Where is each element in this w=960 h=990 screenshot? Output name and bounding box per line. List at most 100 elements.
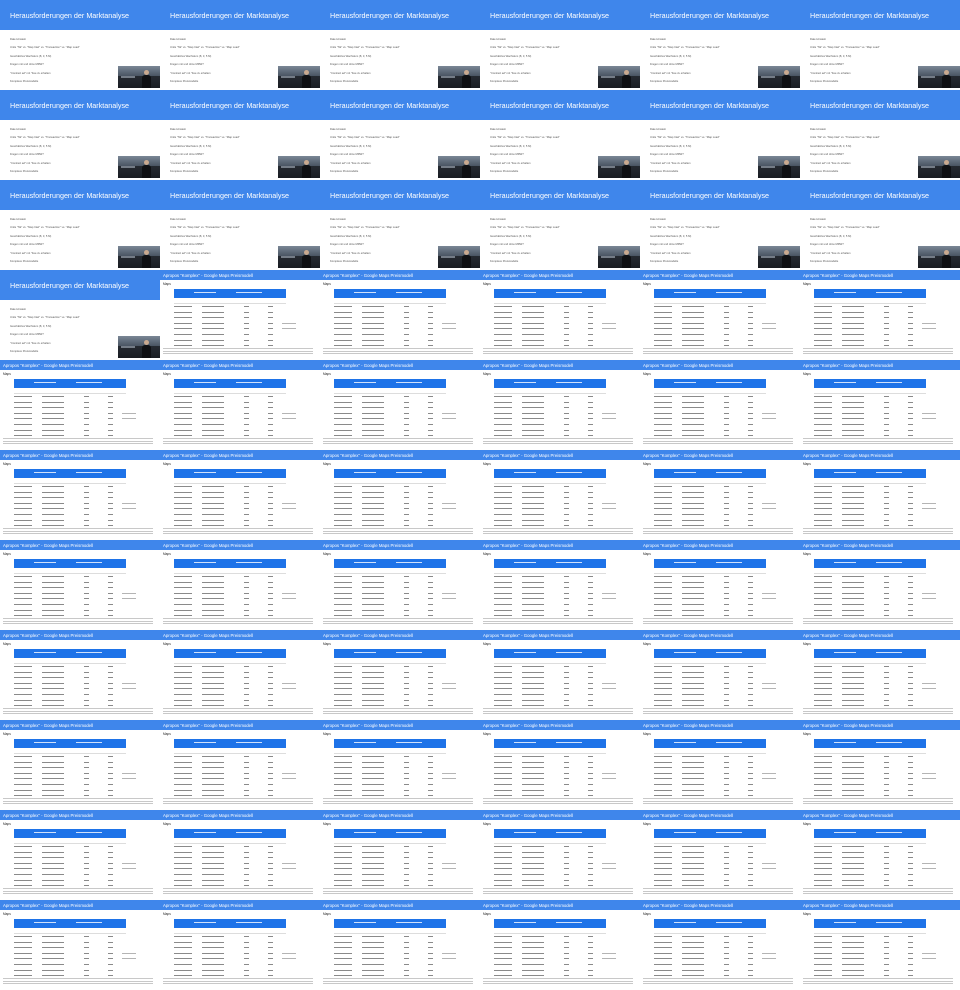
table-row xyxy=(654,411,784,417)
table-row xyxy=(334,951,464,957)
table-frame[interactable]: Apropos "Komplex" - Google Maps Preismod… xyxy=(480,540,640,630)
slide-frame[interactable]: Herausforderungen der Marktanalyse Date … xyxy=(0,0,160,90)
slide-frame[interactable]: Herausforderungen der Marktanalyse Date … xyxy=(640,90,800,180)
table-frame[interactable]: Apropos "Komplex" - Google Maps Preismod… xyxy=(0,450,160,540)
table-slide-subtitle: Maps xyxy=(643,282,651,286)
table-slide-subtitle: Maps xyxy=(483,732,491,736)
table-frame[interactable]: Apropos "Komplex" - Google Maps Preismod… xyxy=(320,630,480,720)
pricing-table-banner xyxy=(174,829,286,838)
table-frame[interactable]: Apropos "Komplex" - Google Maps Preismod… xyxy=(160,450,320,540)
table-frame[interactable]: Apropos "Komplex" - Google Maps Preismod… xyxy=(320,270,480,360)
slide-frame[interactable]: Herausforderungen der Marktanalyse Date … xyxy=(480,180,640,270)
table-frame[interactable]: Apropos "Komplex" - Google Maps Preismod… xyxy=(160,810,320,900)
table-frame[interactable]: Apropos "Komplex" - Google Maps Preismod… xyxy=(800,810,960,900)
table-frame[interactable]: Apropos "Komplex" - Google Maps Preismod… xyxy=(480,450,640,540)
pricing-table-column-headers xyxy=(814,750,926,754)
table-slide-title: Apropos "Komplex" - Google Maps Preismod… xyxy=(0,900,160,910)
table-row xyxy=(654,934,784,940)
table-frame[interactable]: Apropos "Komplex" - Google Maps Preismod… xyxy=(160,360,320,450)
table-frame[interactable]: Apropos "Komplex" - Google Maps Preismod… xyxy=(800,630,960,720)
slide-frame[interactable]: Herausforderungen der Marktanalyse Date … xyxy=(320,90,480,180)
table-footnotes xyxy=(323,527,473,534)
table-frame[interactable]: Apropos "Komplex" - Google Maps Preismod… xyxy=(0,810,160,900)
slide-frame[interactable]: Herausforderungen der Marktanalyse Date … xyxy=(640,180,800,270)
table-row xyxy=(14,973,144,979)
table-row xyxy=(654,940,784,946)
bullet-item: Date Hinstein xyxy=(330,38,347,41)
table-frame[interactable]: Apropos "Komplex" - Google Maps Preismod… xyxy=(640,270,800,360)
table-frame[interactable]: Apropos "Komplex" - Google Maps Preismod… xyxy=(320,720,480,810)
table-frame[interactable]: Apropos "Komplex" - Google Maps Preismod… xyxy=(640,450,800,540)
slide-frame[interactable]: Herausforderungen der Marktanalyse Date … xyxy=(640,0,800,90)
pricing-table-banner xyxy=(334,559,446,568)
slide-frame[interactable]: Herausforderungen der Marktanalyse Date … xyxy=(0,180,160,270)
table-row xyxy=(14,782,144,788)
table-frame[interactable]: Apropos "Komplex" - Google Maps Preismod… xyxy=(160,900,320,990)
slide-frame[interactable]: Herausforderungen der Marktanalyse Date … xyxy=(160,180,320,270)
table-frame[interactable]: Apropos "Komplex" - Google Maps Preismod… xyxy=(160,540,320,630)
table-frame[interactable]: Apropos "Komplex" - Google Maps Preismod… xyxy=(320,540,480,630)
table-frame[interactable]: Apropos "Komplex" - Google Maps Preismod… xyxy=(640,810,800,900)
table-slide-title: Apropos "Komplex" - Google Maps Preismod… xyxy=(800,270,960,280)
table-frame[interactable]: Apropos "Komplex" - Google Maps Preismod… xyxy=(0,630,160,720)
table-frame[interactable]: Apropos "Komplex" - Google Maps Preismod… xyxy=(800,720,960,810)
pricing-table-column-headers xyxy=(334,750,446,754)
table-frame[interactable]: Apropos "Komplex" - Google Maps Preismod… xyxy=(480,720,640,810)
table-frame[interactable]: Apropos "Komplex" - Google Maps Preismod… xyxy=(800,450,960,540)
table-frame[interactable]: Apropos "Komplex" - Google Maps Preismod… xyxy=(640,720,800,810)
table-frame[interactable]: Apropos "Komplex" - Google Maps Preismod… xyxy=(640,540,800,630)
slide-frame[interactable]: Herausforderungen der Marktanalyse Date … xyxy=(800,90,960,180)
table-frame[interactable]: Apropos "Komplex" - Google Maps Preismod… xyxy=(480,900,640,990)
pricing-table-banner xyxy=(654,829,766,838)
table-row xyxy=(334,518,464,524)
table-frame[interactable]: Apropos "Komplex" - Google Maps Preismod… xyxy=(800,540,960,630)
table-frame[interactable]: Apropos "Komplex" - Google Maps Preismod… xyxy=(480,270,640,360)
table-row xyxy=(494,574,624,580)
table-row xyxy=(14,501,144,507)
table-footnotes xyxy=(163,887,313,894)
table-slide-title: Apropos "Komplex" - Google Maps Preismod… xyxy=(640,540,800,550)
slide-frame[interactable]: Herausforderungen der Marktanalyse Date … xyxy=(0,270,160,360)
table-row xyxy=(494,394,624,400)
slide-frame[interactable]: Herausforderungen der Marktanalyse Date … xyxy=(160,0,320,90)
pricing-table-rows xyxy=(14,754,144,799)
table-frame[interactable]: Apropos "Komplex" - Google Maps Preismod… xyxy=(160,720,320,810)
table-row xyxy=(14,872,144,878)
table-frame[interactable]: Apropos "Komplex" - Google Maps Preismod… xyxy=(640,360,800,450)
bullet-item: Fragen mit und ohne MRW? xyxy=(330,63,364,67)
table-frame[interactable]: Apropos "Komplex" - Google Maps Preismod… xyxy=(320,900,480,990)
table-frame[interactable]: Apropos "Komplex" - Google Maps Preismod… xyxy=(320,450,480,540)
table-frame[interactable]: Apropos "Komplex" - Google Maps Preismod… xyxy=(480,360,640,450)
table-frame[interactable]: Apropos "Komplex" - Google Maps Preismod… xyxy=(320,810,480,900)
table-frame[interactable]: Apropos "Komplex" - Google Maps Preismod… xyxy=(320,360,480,450)
slide-frame[interactable]: Herausforderungen der Marktanalyse Date … xyxy=(320,180,480,270)
presenter-head xyxy=(304,70,309,75)
table-frame[interactable]: Apropos "Komplex" - Google Maps Preismod… xyxy=(480,630,640,720)
table-frame[interactable]: Apropos "Komplex" - Google Maps Preismod… xyxy=(480,810,640,900)
slide-frame[interactable]: Herausforderungen der Marktanalyse Date … xyxy=(480,90,640,180)
table-frame[interactable]: Apropos "Komplex" - Google Maps Preismod… xyxy=(0,900,160,990)
slide-frame[interactable]: Herausforderungen der Marktanalyse Date … xyxy=(480,0,640,90)
table-row xyxy=(494,940,624,946)
table-frame[interactable]: Apropos "Komplex" - Google Maps Preismod… xyxy=(0,540,160,630)
table-frame[interactable]: Apropos "Komplex" - Google Maps Preismod… xyxy=(0,360,160,450)
table-frame[interactable]: Apropos "Komplex" - Google Maps Preismod… xyxy=(160,630,320,720)
table-frame[interactable]: Apropos "Komplex" - Google Maps Preismod… xyxy=(160,270,320,360)
table-frame[interactable]: Apropos "Komplex" - Google Maps Preismod… xyxy=(0,720,160,810)
table-row xyxy=(654,416,784,422)
table-frame[interactable]: Apropos "Komplex" - Google Maps Preismod… xyxy=(640,630,800,720)
table-frame[interactable]: Apropos "Komplex" - Google Maps Preismod… xyxy=(640,900,800,990)
table-frame[interactable]: Apropos "Komplex" - Google Maps Preismod… xyxy=(800,270,960,360)
slide-frame[interactable]: Herausforderungen der Marktanalyse Date … xyxy=(320,0,480,90)
slide-frame[interactable]: Herausforderungen der Marktanalyse Date … xyxy=(800,0,960,90)
table-row xyxy=(814,675,944,681)
table-row xyxy=(814,692,944,698)
table-row xyxy=(174,394,304,400)
table-row xyxy=(654,506,784,512)
slide-frame[interactable]: Herausforderungen der Marktanalyse Date … xyxy=(800,180,960,270)
bullet-item: Units "Tal" vs. "Map Intel" vs. "Transac… xyxy=(490,46,560,50)
table-frame[interactable]: Apropos "Komplex" - Google Maps Preismod… xyxy=(800,360,960,450)
table-frame[interactable]: Apropos "Komplex" - Google Maps Preismod… xyxy=(800,900,960,990)
slide-frame[interactable]: Herausforderungen der Marktanalyse Date … xyxy=(160,90,320,180)
slide-frame[interactable]: Herausforderungen der Marktanalyse Date … xyxy=(0,90,160,180)
